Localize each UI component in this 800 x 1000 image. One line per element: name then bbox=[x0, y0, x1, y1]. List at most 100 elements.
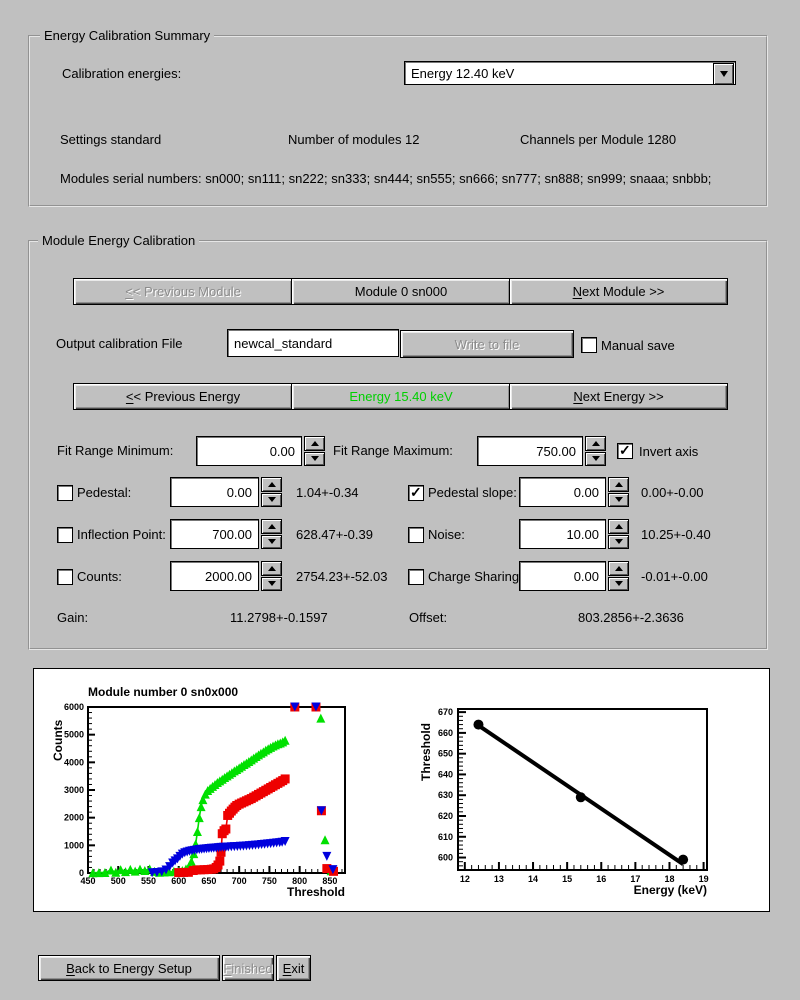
spin-down-button[interactable] bbox=[261, 492, 282, 507]
previous-module-button[interactable]: < < Previous Module bbox=[73, 278, 293, 305]
svg-text:4000: 4000 bbox=[64, 757, 84, 767]
svg-text:14: 14 bbox=[528, 874, 538, 884]
spin-down-button[interactable] bbox=[261, 576, 282, 591]
svg-text:660: 660 bbox=[438, 728, 453, 738]
svg-text:12: 12 bbox=[460, 874, 470, 884]
svg-text:Threshold: Threshold bbox=[419, 723, 433, 781]
up-arrow-icon bbox=[591, 440, 600, 446]
inflection-point-label: Inflection Point: bbox=[77, 527, 166, 542]
pedestal-value[interactable]: 0.00 bbox=[170, 477, 259, 507]
spin-up-button[interactable] bbox=[261, 561, 282, 576]
output-file-input[interactable]: newcal_standard bbox=[227, 329, 399, 357]
svg-text:550: 550 bbox=[141, 876, 156, 886]
inflection-point-fit-result: 628.47+-0.39 bbox=[296, 527, 373, 542]
spin-down-button[interactable] bbox=[608, 492, 629, 507]
charge-sharing-fit-result: -0.01+-0.00 bbox=[641, 569, 708, 584]
gain-value: 11.2798+-0.1597 bbox=[230, 610, 328, 625]
spin-down-button[interactable] bbox=[304, 451, 325, 466]
summary-group-title: Energy Calibration Summary bbox=[40, 28, 215, 43]
noise-value[interactable]: 10.00 bbox=[519, 519, 606, 549]
invert-axis-checkbox[interactable] bbox=[617, 442, 633, 459]
spin-up-button[interactable] bbox=[261, 477, 282, 492]
fit-range-min-value[interactable]: 0.00 bbox=[196, 436, 302, 466]
svg-text:13: 13 bbox=[494, 874, 504, 884]
calibration-energies-label: Calibration energies: bbox=[62, 66, 182, 81]
spin-up-button[interactable] bbox=[261, 519, 282, 534]
svg-text:600: 600 bbox=[171, 876, 186, 886]
spin-up-button[interactable] bbox=[585, 436, 606, 451]
svg-text:640: 640 bbox=[438, 769, 453, 779]
down-arrow-icon bbox=[591, 456, 600, 462]
fit-range-min-label: Fit Range Minimum: bbox=[57, 443, 174, 458]
invert-axis-label: Invert axis bbox=[639, 444, 699, 459]
charge-sharing-label: Charge Sharing bbox=[428, 569, 520, 584]
gain-label: Gain: bbox=[57, 610, 89, 625]
pedestal-slope-checkbox[interactable] bbox=[408, 484, 424, 501]
charge-sharing-value[interactable]: 0.00 bbox=[519, 561, 606, 591]
svg-text:500: 500 bbox=[111, 876, 126, 886]
serial-numbers-label: Modules serial numbers: sn000; sn111; sn… bbox=[60, 171, 712, 186]
num-modules-label: Number of modules 12 bbox=[288, 132, 420, 147]
noise-label: Noise: bbox=[428, 527, 465, 542]
noise-spinbox: 10.00 bbox=[519, 519, 629, 549]
manual-save-label: Manual save bbox=[601, 338, 675, 353]
module-energy-calibration-group bbox=[28, 240, 768, 650]
spin-up-button[interactable] bbox=[608, 519, 629, 534]
spin-up-button[interactable] bbox=[608, 477, 629, 492]
calibration-energy-dropdown[interactable]: Energy 12.40 keV bbox=[404, 61, 736, 85]
up-arrow-icon bbox=[614, 565, 623, 571]
calibration-plots: 450 500 550 600 650 700 750 800 850 0 1000 2000 3000… bbox=[51, 685, 709, 899]
svg-text:Energy (keV): Energy (keV) bbox=[634, 883, 707, 897]
inflection-point-checkbox[interactable] bbox=[57, 527, 73, 543]
settings-label: Settings standard bbox=[60, 132, 162, 147]
pedestal-label: Pedestal: bbox=[77, 485, 132, 500]
pedestal-checkbox[interactable] bbox=[57, 485, 73, 501]
up-arrow-icon bbox=[614, 481, 623, 487]
svg-text:670: 670 bbox=[438, 707, 453, 717]
up-arrow-icon bbox=[267, 481, 276, 487]
svg-text:0: 0 bbox=[79, 868, 84, 878]
down-arrow-icon bbox=[267, 581, 276, 587]
svg-text:620: 620 bbox=[438, 811, 453, 821]
svg-text:600: 600 bbox=[438, 853, 453, 863]
spin-down-button[interactable] bbox=[261, 534, 282, 549]
chevron-down-icon bbox=[719, 71, 728, 77]
energy-calibration-summary-group bbox=[28, 35, 768, 207]
svg-text:1000: 1000 bbox=[64, 840, 84, 850]
current-module-button[interactable]: Module 0 sn000 bbox=[291, 278, 511, 305]
manual-save-checkbox[interactable] bbox=[581, 337, 597, 353]
noise-checkbox[interactable] bbox=[408, 527, 424, 543]
svg-text:850: 850 bbox=[322, 876, 337, 886]
fit-range-max-label: Fit Range Maximum: bbox=[333, 443, 453, 458]
plot-panel: 450 500 550 600 650 700 750 800 850 0 1000 2000 3000… bbox=[33, 668, 770, 912]
svg-text:17: 17 bbox=[630, 874, 640, 884]
counts-value[interactable]: 2000.00 bbox=[170, 561, 259, 591]
previous-energy-button[interactable]: < < Previous Energy bbox=[73, 383, 293, 410]
spin-up-button[interactable] bbox=[304, 436, 325, 451]
fit-range-max-spinbox: 750.00 bbox=[477, 436, 606, 466]
spin-down-button[interactable] bbox=[608, 534, 629, 549]
charge-sharing-checkbox[interactable] bbox=[408, 569, 424, 585]
spin-up-button[interactable] bbox=[608, 561, 629, 576]
spin-down-button[interactable] bbox=[585, 451, 606, 466]
spin-down-button[interactable] bbox=[608, 576, 629, 591]
dropdown-arrow-button[interactable] bbox=[713, 63, 734, 85]
counts-checkbox[interactable] bbox=[57, 569, 73, 585]
svg-text:2000: 2000 bbox=[64, 813, 84, 823]
fit-range-max-value[interactable]: 750.00 bbox=[477, 436, 583, 466]
module-group-title: Module Energy Calibration bbox=[38, 233, 200, 248]
counts-fit-result: 2754.23+-52.03 bbox=[296, 569, 388, 584]
svg-text:18: 18 bbox=[664, 874, 674, 884]
inflection-point-value[interactable]: 700.00 bbox=[170, 519, 259, 549]
current-energy-button[interactable]: Energy 15.40 keV bbox=[291, 383, 511, 410]
pedestal-slope-value[interactable]: 0.00 bbox=[519, 477, 606, 507]
svg-text:450: 450 bbox=[80, 876, 95, 886]
up-arrow-icon bbox=[614, 523, 623, 529]
write-to-file-button[interactable]: Write to file bbox=[400, 330, 574, 358]
counts-label: Counts: bbox=[77, 569, 122, 584]
